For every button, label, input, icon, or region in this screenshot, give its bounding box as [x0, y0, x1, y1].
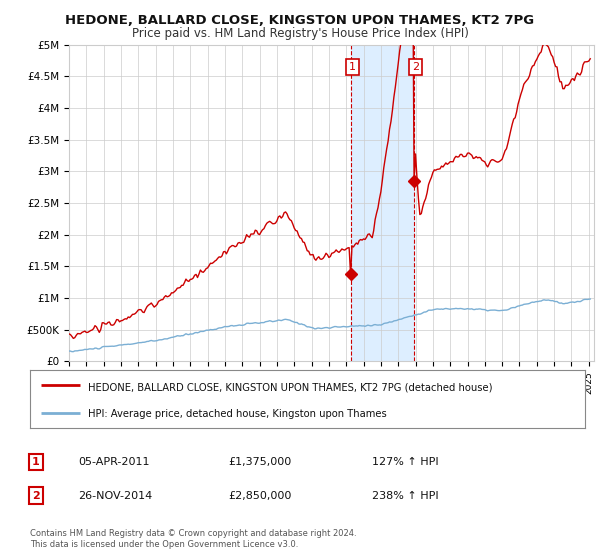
Text: HPI: Average price, detached house, Kingston upon Thames: HPI: Average price, detached house, King… — [88, 409, 387, 419]
Text: 2: 2 — [32, 491, 40, 501]
Text: 127% ↑ HPI: 127% ↑ HPI — [372, 457, 439, 467]
Text: 238% ↑ HPI: 238% ↑ HPI — [372, 491, 439, 501]
Text: Contains HM Land Registry data © Crown copyright and database right 2024.
This d: Contains HM Land Registry data © Crown c… — [30, 529, 356, 549]
Text: Price paid vs. HM Land Registry's House Price Index (HPI): Price paid vs. HM Land Registry's House … — [131, 27, 469, 40]
Text: HEDONE, BALLARD CLOSE, KINGSTON UPON THAMES, KT2 7PG (detached house): HEDONE, BALLARD CLOSE, KINGSTON UPON THA… — [88, 382, 493, 392]
Text: 26-NOV-2014: 26-NOV-2014 — [78, 491, 152, 501]
Text: £2,850,000: £2,850,000 — [228, 491, 292, 501]
Text: 1: 1 — [32, 457, 40, 467]
Bar — [351, 45, 414, 361]
Text: 2: 2 — [412, 62, 419, 72]
Text: £1,375,000: £1,375,000 — [228, 457, 291, 467]
Text: 1: 1 — [349, 62, 356, 72]
Text: HEDONE, BALLARD CLOSE, KINGSTON UPON THAMES, KT2 7PG: HEDONE, BALLARD CLOSE, KINGSTON UPON THA… — [65, 14, 535, 27]
Text: 05-APR-2011: 05-APR-2011 — [78, 457, 149, 467]
